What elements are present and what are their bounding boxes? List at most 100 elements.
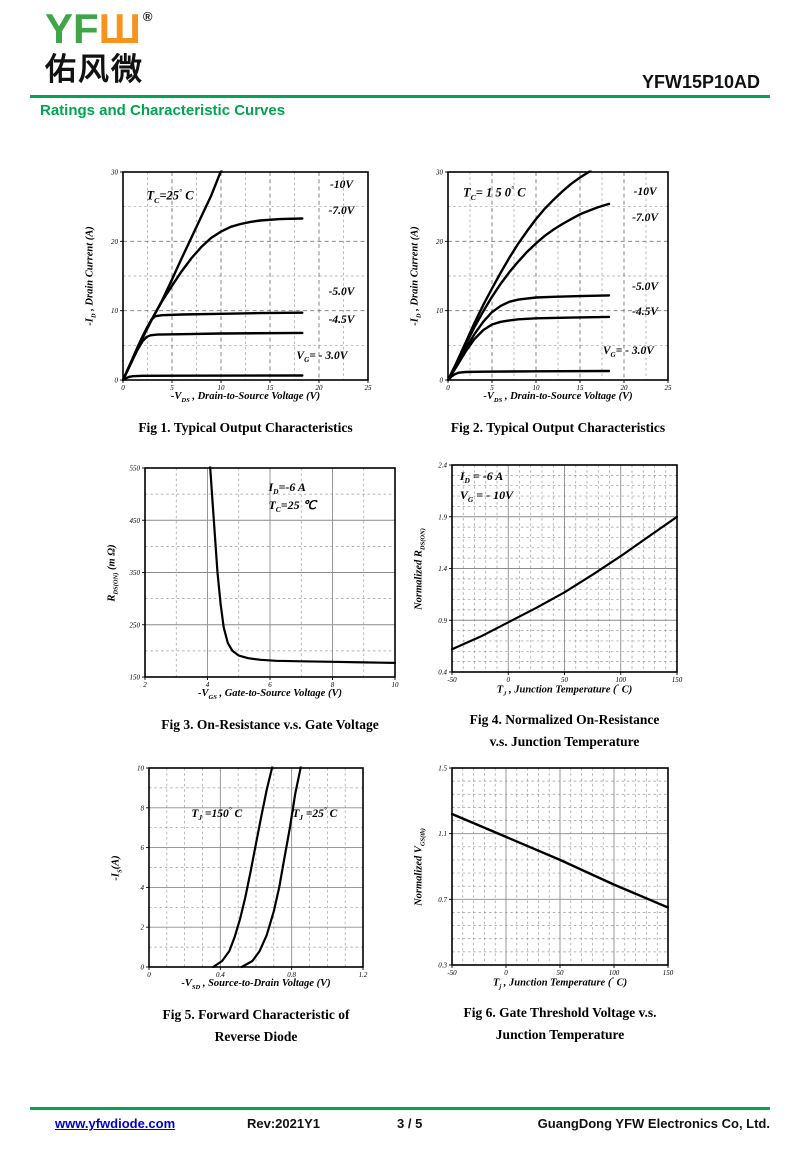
fig3-series-RdsOn bbox=[209, 466, 396, 664]
fig1-plot: 0 5 10 15 20 25 0 10 20 30 bbox=[110, 169, 372, 393]
fig2-annotation: TC= 1 5 0° C bbox=[462, 183, 526, 202]
fig6-series-normalized-vgsth bbox=[451, 812, 669, 909]
logo-w-letter: Ш bbox=[98, 5, 141, 52]
fig4-x-tick: 150 bbox=[672, 676, 683, 684]
fig6-y-tick: 1.5 bbox=[438, 765, 447, 773]
figure-2: -ID , Drain Current (A) -VDS , Drain-to-… bbox=[409, 169, 672, 436]
fig1-annotation: TC=25° C bbox=[146, 186, 194, 205]
fig2-series-VG-5.0V bbox=[447, 294, 611, 382]
fig5-y-tick: 8 bbox=[141, 804, 145, 812]
fig1-y-tick: 20 bbox=[111, 238, 119, 246]
fig6-y-tick: 1.1 bbox=[438, 830, 447, 838]
fig1-y-tick: 10 bbox=[111, 307, 119, 315]
fig2-y-tick: 10 bbox=[436, 307, 444, 315]
fig3-x-tick: 4 bbox=[206, 681, 210, 689]
fig5-x-axis-label: -VSD , Source-to-Drain Voltage (V) bbox=[181, 978, 331, 992]
fig5-x-tick: 0.8 bbox=[287, 971, 296, 979]
fig1-y-tick: 30 bbox=[110, 169, 119, 177]
fig4-x-tick: 0 bbox=[507, 676, 511, 684]
fig2-caption: Fig 2. Typical Output Characteristics bbox=[450, 420, 666, 435]
fig5-y-axis-label: -IS(A) bbox=[110, 854, 124, 881]
fig1-y-tick: 0 bbox=[115, 377, 119, 385]
fig6-x-tick: 50 bbox=[557, 969, 565, 977]
fig3-plot: 2 4 6 8 10 150 250 350 450 550 bbox=[129, 465, 400, 690]
fig3-x-tick: 6 bbox=[268, 681, 272, 689]
fig2-curve-label: -10V bbox=[633, 186, 657, 199]
revision-label: Rev:2021Y1 bbox=[247, 1116, 320, 1131]
fig3-y-axis-label: RDS(ON) (m Ω) bbox=[106, 543, 120, 602]
figure-3: RDS(ON) (m Ω) -VGS , Gate-to-Source Volt… bbox=[106, 465, 400, 733]
part-number: YFW15P10AD bbox=[641, 72, 760, 92]
fig2-x-tick: 0 bbox=[446, 384, 450, 392]
registered-trademark-icon: ® bbox=[142, 9, 153, 24]
fig2-curve-label: -7.0V bbox=[632, 212, 659, 225]
fig2-x-tick: 15 bbox=[577, 384, 585, 392]
fig6-x-tick: -50 bbox=[447, 969, 457, 977]
fig1-x-tick: 25 bbox=[365, 384, 373, 392]
fig6-y-axis-label: Normalized VGS(th) bbox=[413, 827, 427, 906]
fig5-y-tick: 10 bbox=[137, 765, 145, 773]
fig1-x-tick: 20 bbox=[316, 384, 324, 392]
fig1-curve-label: VG= - 3.0V bbox=[296, 349, 348, 365]
fig4-annotation: VG = - 10V bbox=[459, 487, 514, 505]
figure-6: Normalized VGS(th) Tj , Junction Tempera… bbox=[413, 765, 673, 1043]
fig5-caption: Fig 5. Forward Characteristic of bbox=[162, 1007, 350, 1022]
fig3-y-tick: 350 bbox=[129, 569, 141, 577]
fig4-caption-line2: v.s. Junction Temperature bbox=[489, 734, 640, 749]
fig2-x-tick: 25 bbox=[665, 384, 673, 392]
fig1-curve-label: -10V bbox=[330, 179, 354, 192]
fig2-x-tick: 5 bbox=[490, 384, 494, 392]
fig6-y-tick: 0.7 bbox=[438, 896, 447, 904]
fig2-plot: 0 5 10 15 20 25 0 10 20 30 bbox=[435, 169, 672, 393]
fig5-y-tick: 6 bbox=[141, 844, 145, 852]
fig6-x-axis-label: Tj , Junction Temperature (° C) bbox=[492, 976, 628, 991]
fig3-x-tick: 8 bbox=[331, 681, 335, 689]
fig4-y-tick: 1.9 bbox=[438, 513, 447, 521]
fig6-x-tick: 100 bbox=[609, 969, 620, 977]
fig1-curve-label: -4.5V bbox=[328, 313, 355, 326]
fig4-annotation: ID = -6 A bbox=[459, 469, 504, 486]
fig4-caption: Fig 4. Normalized On-Resistance bbox=[469, 712, 660, 727]
fig2-y-tick: 20 bbox=[436, 238, 444, 246]
fig2-x-axis-label: -VDS , Drain-to-Source Voltage (V) bbox=[483, 391, 633, 405]
fig6-caption: Fig 6. Gate Threshold Voltage v.s. bbox=[463, 1005, 657, 1020]
fig2-series-VG-3.0V bbox=[447, 369, 611, 382]
fig5-annotation: TJ =150° C bbox=[191, 805, 243, 822]
section-title: Ratings and Characteristic Curves bbox=[40, 102, 286, 119]
fig2-series-VG-4.5V bbox=[447, 315, 611, 382]
fig5-y-tick: 0 bbox=[141, 964, 145, 972]
fig1-series-VG-7.0V bbox=[122, 217, 304, 382]
fig4-x-axis-label: TJ , Junction Temperature (° C) bbox=[496, 683, 633, 698]
fig5-series-Tj150C bbox=[212, 766, 274, 969]
fig5-x-tick: 0 bbox=[147, 971, 151, 979]
fig6-caption-line2: Junction Temperature bbox=[495, 1027, 625, 1042]
fig4-y-tick: 2.4 bbox=[438, 462, 447, 470]
fig1-y-axis-label: -ID , Drain Current (A) bbox=[84, 226, 98, 326]
fig3-annotation: TC=25 ℃ bbox=[268, 497, 317, 514]
fig3-caption: Fig 3. On-Resistance v.s. Gate Voltage bbox=[161, 717, 379, 732]
fig3-x-tick: 2 bbox=[143, 681, 147, 689]
fig4-y-tick: 0.9 bbox=[438, 617, 447, 625]
page-indicator: 3 / 5 bbox=[397, 1116, 423, 1131]
fig4-x-tick: 100 bbox=[616, 676, 627, 684]
fig3-x-tick: 10 bbox=[392, 681, 400, 689]
fig4-y-tick: 1.4 bbox=[438, 565, 447, 573]
figure-5: -IS(A) -VSD , Source-to-Drain Voltage (V… bbox=[110, 765, 368, 1045]
fig2-series-VG-10V bbox=[447, 170, 592, 382]
fig1-curve-label: -7.0V bbox=[328, 204, 355, 217]
logo-chinese-name: 佑风微 bbox=[45, 52, 144, 87]
fig3-x-axis-label: -VGS , Gate-to-Source Voltage (V) bbox=[198, 688, 342, 702]
fig2-y-axis-label: -ID , Drain Current (A) bbox=[409, 226, 423, 326]
fig5-series-Tj25C bbox=[240, 766, 302, 969]
fig5-y-tick: 4 bbox=[141, 884, 145, 892]
footer-divider bbox=[30, 1107, 770, 1110]
fig2-x-tick: 20 bbox=[621, 384, 629, 392]
website-link[interactable]: www.yfwdiode.com bbox=[55, 1116, 176, 1131]
fig5-x-tick: 1.2 bbox=[359, 971, 368, 979]
header-divider bbox=[30, 95, 770, 98]
fig5-plot: 0 0.4 0.8 1.2 0 2 4 6 8 10 bbox=[137, 765, 368, 980]
figure-1: -ID , Drain Current (A) -VDS , Drain-to-… bbox=[84, 169, 372, 436]
fig1-x-tick: 5 bbox=[170, 384, 174, 392]
fig5-caption-line2: Reverse Diode bbox=[214, 1029, 298, 1044]
fig2-curve-label: VG= - 3.0V bbox=[602, 345, 654, 360]
